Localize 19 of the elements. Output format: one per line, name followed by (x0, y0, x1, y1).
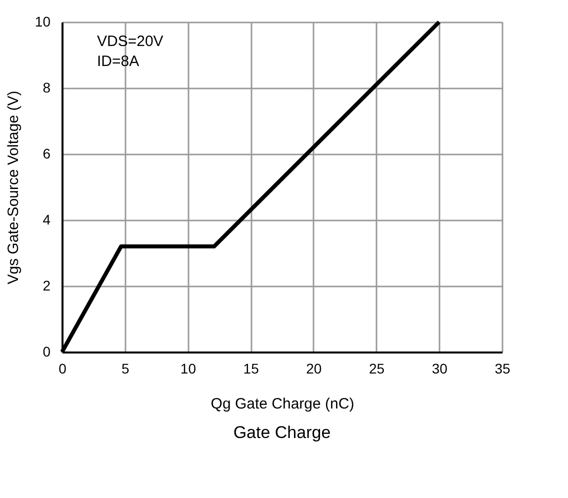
x-tick-label: 15 (243, 360, 260, 376)
y-tick-label: 8 (42, 80, 51, 96)
y-axis-title: Vgs Gate-Source Voltage (V) (4, 90, 22, 284)
y-tick-label: 4 (42, 212, 51, 228)
x-tick-label: 20 (306, 360, 322, 376)
y-tick-label: 0 (42, 344, 51, 360)
x-tick-label: 5 (121, 360, 130, 376)
annotation: ID=8A (97, 53, 140, 70)
x-axis-title: Qg Gate Charge (nC) (210, 396, 354, 412)
x-tick-label: 0 (58, 360, 67, 376)
y-tick-label: 6 (42, 146, 51, 162)
text: Gate Charge (233, 423, 331, 442)
x-tick-label: 25 (368, 360, 385, 376)
x-tick-label: 10 (180, 360, 196, 376)
x-tick-label: 30 (432, 360, 448, 376)
y-tick-label: 10 (34, 14, 51, 30)
x-tick-label: 35 (494, 360, 510, 376)
y-tick-label: 2 (42, 278, 51, 294)
annotation: VDS=20V (97, 33, 164, 50)
